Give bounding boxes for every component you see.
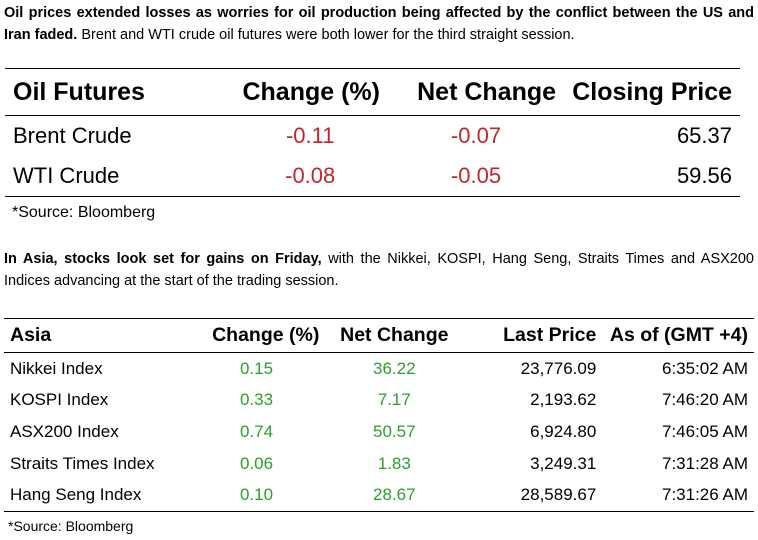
oil-header-closing-price: Closing Price xyxy=(564,68,740,116)
asia-row-name: KOSPI Index xyxy=(10,390,109,410)
asia-row-change-pct: 0.06 xyxy=(239,453,274,473)
oil-row-name: WTI Crude xyxy=(5,156,233,197)
asia-row-as-of: 7:31:28 AM xyxy=(661,453,748,473)
asia-row-last-price: 6,924.80 xyxy=(530,421,597,441)
oil-intro-paragraph: Oil prices extended losses as worries fo… xyxy=(4,2,754,46)
asia-header-as-of: As of (GMT +4) xyxy=(602,318,754,353)
asia-header-net-change: Net Change xyxy=(325,318,464,353)
asia-row-name: Hang Seng Index xyxy=(4,479,188,512)
asia-row-last-price: 28,589.67 xyxy=(463,479,603,512)
asia-row-net-change: 50.57 xyxy=(373,421,416,441)
oil-header-net-change: Net Change xyxy=(387,68,565,116)
oil-row-change-pct: -0.11 xyxy=(285,123,335,148)
oil-row-name: Brent Crude xyxy=(13,123,132,148)
table-row: Hang Seng Index 0.10 28.67 28,589.67 7:3… xyxy=(4,479,754,512)
oil-futures-table: Oil Futures Change (%) Net Change Closin… xyxy=(5,68,740,197)
table-row: Straits Times Index 0.06 1.83 3,249.31 7… xyxy=(4,448,754,480)
asia-row-as-of: 7:46:05 AM xyxy=(661,421,748,441)
asia-intro-rest: with the Nikkei, KOSPI, Hang Seng, Strai… xyxy=(4,251,754,289)
asia-header-name: Asia xyxy=(4,318,188,353)
asia-header-change-pct: Change (%) xyxy=(187,318,326,353)
asia-row-name: ASX200 Index xyxy=(10,421,119,441)
asia-indices-table: Asia Change (%) Net Change Last Price As… xyxy=(4,318,754,512)
asia-row-change-pct: 0.10 xyxy=(187,479,326,512)
asia-row-change-pct: 0.33 xyxy=(239,390,274,410)
asia-header-last-price: Last Price xyxy=(463,318,603,353)
asia-row-name: Nikkei Index xyxy=(10,358,103,378)
asia-row-net-change: 1.83 xyxy=(377,453,411,473)
oil-table-header-row: Oil Futures Change (%) Net Change Closin… xyxy=(5,68,740,116)
oil-intro-rest: Brent and WTI crude oil futures were bot… xyxy=(77,27,575,43)
asia-row-net-change: 7.17 xyxy=(377,390,411,410)
table-row: ASX200 Index 0.74 50.57 6,924.80 7:46:05… xyxy=(4,416,754,448)
oil-row-net-change: -0.07 xyxy=(450,123,502,148)
asia-row-as-of: 6:35:02 AM xyxy=(661,358,748,378)
asia-row-last-price: 2,193.62 xyxy=(530,390,597,410)
asia-row-name: Straits Times Index xyxy=(10,453,155,473)
table-row: Brent Crude -0.11 -0.07 65.37 xyxy=(5,116,740,157)
asia-row-as-of: 7:31:26 AM xyxy=(602,479,754,512)
asia-row-net-change: 28.67 xyxy=(325,479,464,512)
oil-header-change-pct: Change (%) xyxy=(232,68,388,116)
oil-row-net-change: -0.05 xyxy=(387,156,565,197)
table-row: KOSPI Index 0.33 7.17 2,193.62 7:46:20 A… xyxy=(4,385,754,417)
asia-row-change-pct: 0.15 xyxy=(239,358,274,378)
oil-intro-lead: Oil prices extended losses as worries fo… xyxy=(4,5,754,43)
oil-row-change-pct: -0.08 xyxy=(232,156,388,197)
table-row: WTI Crude -0.08 -0.05 59.56 xyxy=(5,156,740,197)
asia-row-last-price: 3,249.31 xyxy=(530,453,597,473)
asia-row-last-price: 23,776.09 xyxy=(520,358,597,378)
asia-table-header-row: Asia Change (%) Net Change Last Price As… xyxy=(4,318,754,353)
table-row: Nikkei Index 0.15 36.22 23,776.09 6:35:0… xyxy=(4,353,754,385)
oil-header-name: Oil Futures xyxy=(5,68,233,116)
asia-row-change-pct: 0.74 xyxy=(239,421,274,441)
asia-row-net-change: 36.22 xyxy=(373,358,416,378)
asia-intro-paragraph: In Asia, stocks look set for gains on Fr… xyxy=(4,248,754,292)
oil-row-closing-price: 59.56 xyxy=(564,156,740,197)
asia-source-note: *Source: Bloomberg xyxy=(8,518,134,534)
asia-row-as-of: 7:46:20 AM xyxy=(661,390,748,410)
asia-intro-lead: In Asia, stocks look set for gains on Fr… xyxy=(4,251,322,267)
oil-row-closing-price: 65.37 xyxy=(676,123,732,148)
oil-source-note: *Source: Bloomberg xyxy=(12,204,156,221)
